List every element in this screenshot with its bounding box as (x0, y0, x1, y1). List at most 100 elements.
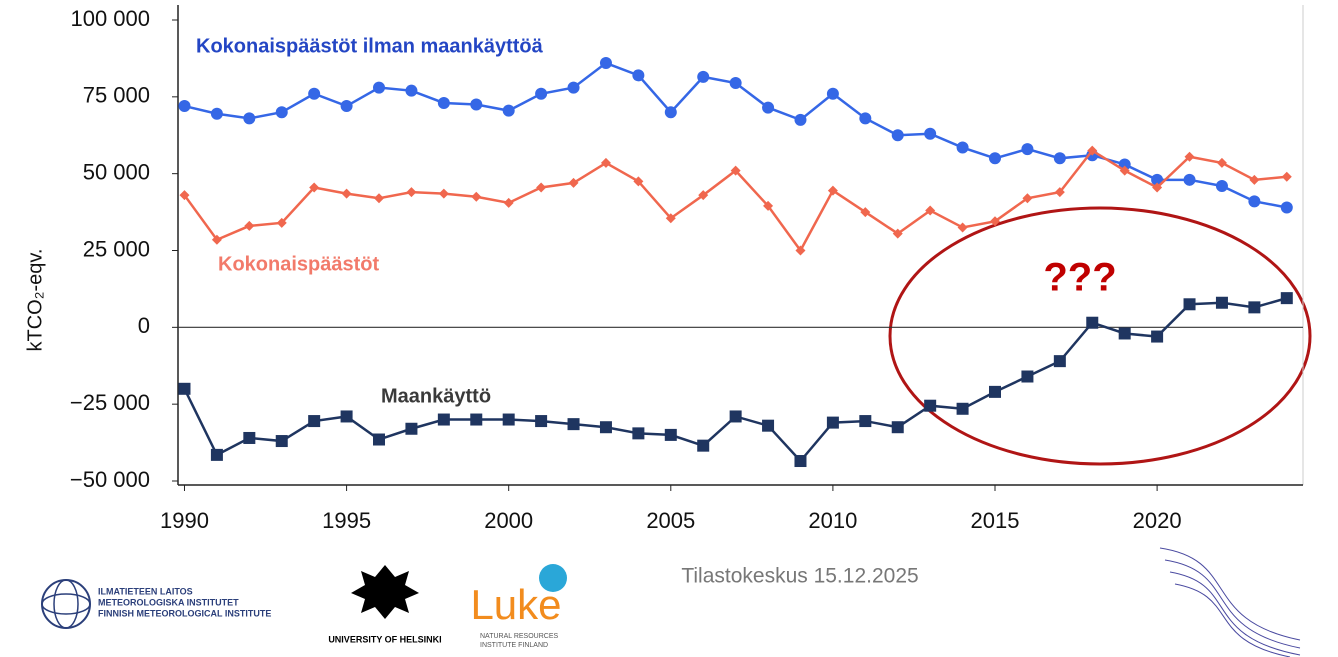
marker (1053, 152, 1066, 165)
marker (1086, 316, 1099, 329)
marker (211, 234, 222, 245)
marker (210, 448, 223, 461)
marker (308, 415, 321, 428)
marker (859, 112, 872, 125)
marker (599, 57, 612, 70)
marker (243, 431, 256, 444)
marker (406, 187, 417, 198)
series-line (183, 296, 1288, 463)
marker (503, 197, 514, 208)
marker (437, 413, 450, 426)
uh-text: UNIVERSITY OF HELSINKI (328, 634, 441, 644)
marker (1216, 157, 1227, 168)
marker (665, 213, 676, 224)
x-tick-label: 2010 (808, 508, 857, 533)
marker (794, 455, 807, 468)
marker (276, 217, 287, 228)
marker (697, 439, 710, 452)
y-tick-label: 50 000 (83, 159, 150, 184)
marker (470, 413, 483, 426)
marker (957, 222, 968, 233)
marker (1087, 145, 1098, 156)
marker (762, 419, 775, 432)
y-tick-label: 75 000 (83, 83, 150, 108)
marker (1184, 151, 1195, 162)
series-label: Maankäyttö (381, 385, 491, 407)
marker (179, 190, 190, 201)
marker (729, 410, 742, 423)
marker (340, 100, 353, 113)
marker (340, 410, 353, 423)
marker (1248, 301, 1261, 314)
marker (1249, 174, 1260, 185)
marker (275, 106, 288, 119)
marker (1248, 195, 1261, 208)
marker (956, 141, 969, 154)
marker (826, 416, 839, 429)
marker (664, 106, 677, 119)
marker (437, 96, 450, 109)
marker (1281, 171, 1292, 182)
marker (827, 185, 838, 196)
y-tick-label: 100 000 (70, 6, 150, 31)
fmi-text: ILMATIETEEN LAITOS (98, 586, 193, 596)
marker (1021, 370, 1034, 383)
marker (470, 98, 483, 111)
luke-text: Luke (470, 581, 561, 628)
marker (535, 415, 548, 428)
highlight-ellipse (888, 206, 1312, 466)
marker (632, 427, 645, 440)
marker (794, 113, 807, 126)
marker (502, 104, 515, 117)
marker (826, 87, 839, 100)
marker (535, 87, 548, 100)
marker (1022, 193, 1033, 204)
marker (536, 182, 547, 193)
marker (308, 87, 321, 100)
marker (633, 176, 644, 187)
x-tick-label: 2005 (646, 508, 695, 533)
marker (600, 157, 611, 168)
marker (860, 207, 871, 218)
uh-logo: UNIVERSITY OF HELSINKI (328, 565, 442, 644)
series-label: Kokonaispäästöt ilman maankäyttöä (196, 35, 544, 57)
marker (795, 245, 806, 256)
marker (374, 193, 385, 204)
marker (243, 112, 256, 125)
luke-logo: Luke NATURAL RESOURCES INSTITUTE FINLAND (470, 564, 567, 649)
marker (729, 77, 742, 90)
marker (405, 422, 418, 435)
marker (1215, 179, 1228, 192)
marker (405, 84, 418, 97)
marker (438, 188, 449, 199)
y-tick-label: −50 000 (70, 467, 150, 492)
marker (567, 418, 580, 431)
marker (698, 190, 709, 201)
annotation: ??? (1043, 256, 1116, 300)
marker (925, 205, 936, 216)
marker (859, 415, 872, 428)
marker (632, 69, 645, 82)
marker (1151, 173, 1164, 186)
marker (373, 433, 386, 446)
marker (341, 188, 352, 199)
y-tick-label: 0 (138, 313, 150, 338)
x-tick-label: 1995 (322, 508, 371, 533)
x-tick-label: 2000 (484, 508, 533, 533)
x-tick-label: 1990 (160, 508, 209, 533)
marker (178, 382, 191, 395)
marker (567, 81, 580, 94)
marker (1280, 292, 1293, 305)
marker (763, 200, 774, 211)
decoration (1159, 547, 1301, 657)
y-tick-label: 25 000 (83, 236, 150, 261)
marker (697, 70, 710, 83)
marker (275, 435, 288, 448)
marker (1183, 298, 1196, 311)
marker (892, 228, 903, 239)
marker (309, 182, 320, 193)
source: Tilastokeskus 15.12.2025 (681, 565, 918, 588)
marker (1119, 165, 1130, 176)
marker (568, 177, 579, 188)
